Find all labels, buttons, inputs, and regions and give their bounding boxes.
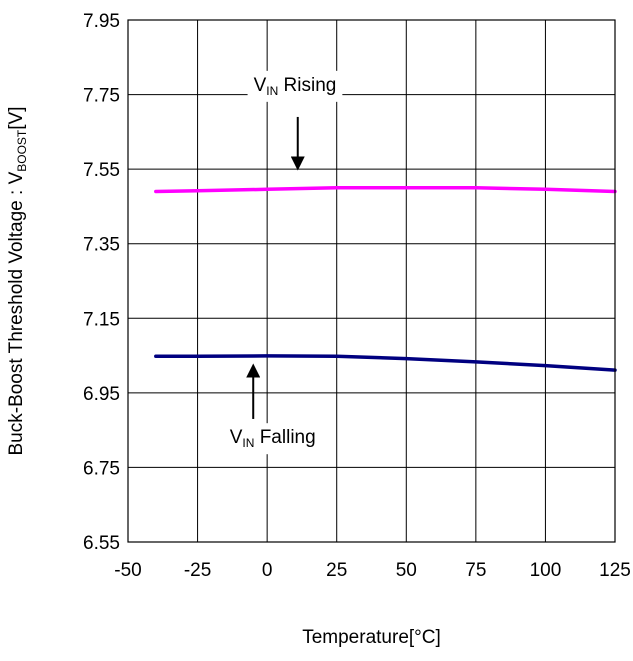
- y-tick-label: 6.75: [83, 458, 120, 479]
- grid: [128, 20, 615, 542]
- y-tick-label: 6.95: [83, 384, 120, 405]
- y-axis-title-prefix: Buck-Boost Threshold Voltage : V: [6, 171, 27, 455]
- x-tick-label: 25: [326, 560, 347, 581]
- x-tick-label: -25: [184, 560, 211, 581]
- annotation-label-1: VIN Rising: [254, 75, 337, 98]
- x-axis-title: Temperature[°C]: [302, 627, 441, 648]
- y-axis-title-sub: BOOST: [15, 129, 29, 172]
- series-line-1: [154, 186, 617, 194]
- x-tick-label: -50: [114, 560, 141, 581]
- x-tick-label: 100: [530, 560, 562, 581]
- y-axis-title: Buck-Boost Threshold Voltage : VBOOST[V]: [6, 106, 29, 455]
- annotation-prefix: V: [254, 75, 267, 96]
- series-line-2: [154, 354, 617, 372]
- annotation-bg: [247, 70, 343, 102]
- y-axis-title-suffix: [V]: [6, 106, 27, 129]
- series-layer: [154, 186, 617, 372]
- annotation-suffix: Falling: [254, 427, 315, 448]
- y-tick-label: 7.95: [83, 11, 120, 32]
- annotation-label-2: VIN Falling: [230, 427, 316, 450]
- annotation-bg: [223, 423, 322, 455]
- x-tick-label: 125: [599, 560, 631, 581]
- axes: -50 -25 0 25 50 75 100 125 6.55 6.75 6.95 7.15 7.35 7…: [83, 11, 631, 581]
- y-tick-label: 7.55: [83, 160, 120, 181]
- y-tick-label: 6.55: [83, 533, 120, 554]
- annotation-sub: IN: [266, 84, 278, 98]
- y-tick-label: 7.15: [83, 309, 120, 330]
- plot-frame: [127, 19, 616, 543]
- annotation-suffix: Rising: [278, 75, 336, 96]
- annotation-prefix: V: [230, 427, 243, 448]
- x-tick-label: 0: [262, 560, 273, 581]
- y-tick-label: 7.35: [83, 235, 120, 256]
- x-tick-label: 75: [465, 560, 486, 581]
- y-tick-label: 7.75: [83, 86, 120, 107]
- x-tick-label: 50: [396, 560, 417, 581]
- annotation-sub: IN: [242, 436, 254, 450]
